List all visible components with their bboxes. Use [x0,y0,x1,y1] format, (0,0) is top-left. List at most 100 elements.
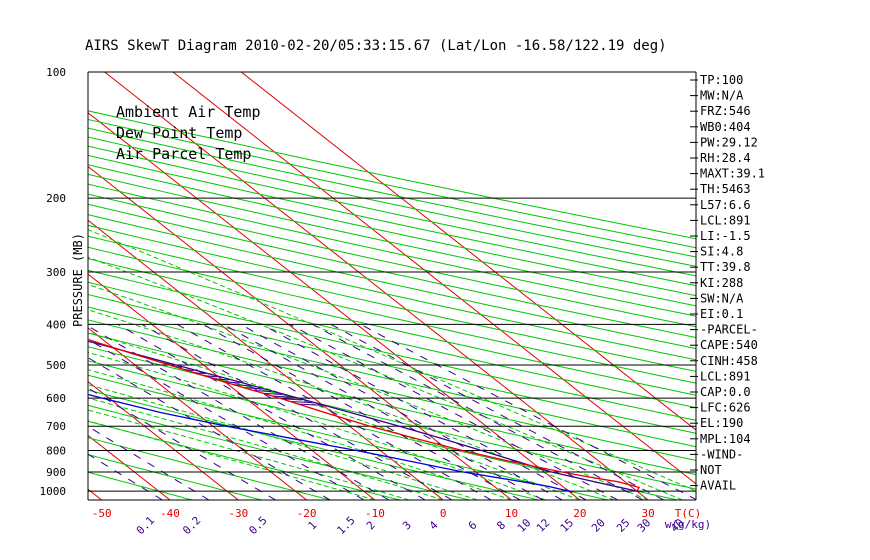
isotherm-line [88,488,102,500]
stat-label: RH:28.4 [700,151,751,165]
isotherm-line [172,72,696,485]
stat-label: L57:6.6 [700,198,751,212]
chart-title: AIRS SkewT Diagram 2010-02-20/05:33:15.6… [85,38,667,54]
isotherm-line [88,381,239,500]
dry-adiabat-line [88,214,696,350]
moist-adiabat-line [88,420,376,500]
dry-adiabat-line [88,164,696,297]
moist-adiabat-line [88,309,615,500]
moist-adiabat-line [88,331,581,500]
cape-hatch-line [298,403,322,406]
mixing-ratio-line [88,387,276,500]
mixing-ratio-tick-label: 1 [306,519,320,533]
dry-adiabat-line [88,118,696,249]
bottom-temp-tick-label: 0 [440,507,447,520]
mixing-ratio-tick-label: 20 [589,516,608,535]
stat-label: LFC:626 [700,401,751,415]
bottom-temp-tick-label: -50 [92,507,112,520]
dry-adiabat-line [88,319,696,461]
mixing-ratio-line [88,357,331,500]
mixing-ratio-tick-label: 6 [466,519,480,533]
mixing-ratio-line [88,338,365,500]
pressure-tick-label: 100 [46,66,66,79]
pressure-tick-label: 500 [46,359,66,372]
mixing-ratio-line [88,325,390,500]
pressure-tick-label: 600 [46,392,66,405]
dry-adiabat-line [88,258,696,396]
stat-label: CAP:0.0 [700,385,751,399]
grid-layer [0,72,696,500]
dry-adiabat-line [88,127,696,258]
dry-adiabat-line [88,420,401,500]
dry-adiabat-line [88,173,696,307]
moist-adiabat-line [88,397,444,500]
dry-adiabat-line [88,281,696,421]
legend-dewpoint: Dew Point Temp [116,124,242,142]
stat-label: TH:5463 [700,182,751,196]
bottom-temp-tick-label: 30 [642,507,655,520]
cape-hatch-line [281,398,302,401]
stat-label: PW:29.12 [700,135,758,149]
profile-layer [88,338,641,492]
moist-adiabat-line [88,283,649,500]
mixing-ratio-tick-label: 0.2 [180,514,203,537]
cape-hatch-line [262,392,282,395]
mixing-ratio-line [330,323,664,500]
stat-label: MW:N/A [700,89,744,103]
dry-adiabat-line [88,224,696,361]
isotherm-line [88,219,444,500]
stat-label: -PARCEL- [700,323,758,337]
mixing-ratio-line [261,323,587,500]
isotherm-line [0,72,33,500]
stat-label: MPL:104 [700,432,751,446]
dry-adiabat-line [88,389,539,500]
mixing-ratio-line [88,453,163,500]
mixing-ratio-tick-label: 8 [494,519,508,533]
mixing-ratio-line [88,425,210,500]
dry-adiabat-line [88,293,696,434]
bottom-temp-tick-label: 10 [505,507,518,520]
mixing-ratio-tick-label: 0.5 [246,514,269,537]
parcel-temp-line [88,340,638,492]
pressure-tick-label: 800 [46,445,66,458]
mixing-ratio-line [176,323,492,500]
stat-label: EI:0.1 [700,307,743,321]
mixing-ratio-line [312,323,644,500]
stat-label: SI:4.8 [700,245,743,259]
mixing-ratio-line [202,323,521,500]
mixing-ratio-tick-label: 2 [364,519,378,533]
moist-adiabat-line [88,384,478,500]
pressure-tick-label: 300 [46,266,66,279]
mixing-ratio-unit-label: w(g/kg) [665,518,711,531]
dry-adiabat-line [88,332,696,476]
stat-label: FRZ:546 [700,104,751,118]
temperature-unit-label: T(C) [675,507,702,520]
pressure-tick-label: 700 [46,420,66,433]
moist-adiabat-line [88,256,683,500]
cape-hatch-line [272,395,292,398]
dry-adiabat-line [88,306,696,448]
stat-label: KI:288 [700,276,743,290]
bottom-temp-tick-label: -30 [228,507,248,520]
cape-hatch-line [290,400,312,404]
dry-adiabat-line [88,404,470,500]
moist-adiabat-line [88,229,696,492]
legend: Ambient Air Temp Dew Point Temp Air Parc… [116,103,261,163]
dry-adiabat-line [88,454,262,500]
stat-label: LCL:891 [700,213,751,227]
bottom-temp-tick-label: -40 [160,507,180,520]
mixing-ratio-tick-label: 1.5 [334,514,357,537]
isotherm-line [88,327,307,500]
isotherm-line [88,165,512,500]
dry-adiabat-line [88,374,609,500]
pressure-tick-label: 200 [46,192,66,205]
ambient-temp-line [88,338,641,492]
pressure-tick-label: 900 [46,466,66,479]
stat-label: TT:39.8 [700,260,751,274]
dry-adiabat-line [88,269,696,409]
mixing-ratio-tick-label: 12 [534,516,553,535]
stat-label: MAXT:39.1 [700,167,765,181]
mixing-ratio-tick-label: 3 [400,519,414,533]
